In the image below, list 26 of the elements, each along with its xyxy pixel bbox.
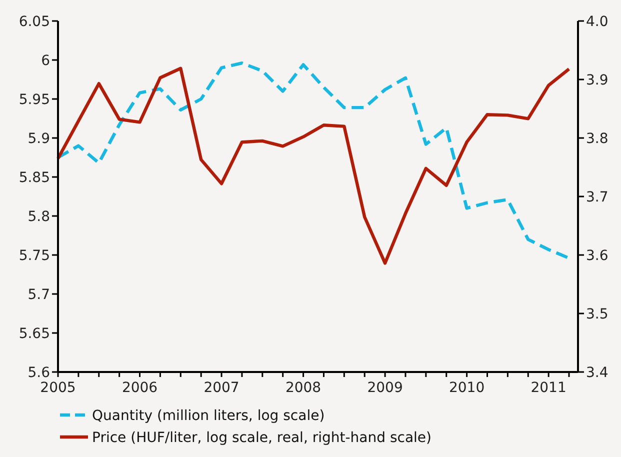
y2-tick-label: 3.9	[586, 72, 608, 88]
y-tick-label: 5.7	[28, 286, 50, 303]
y-tick-label: 5.8	[28, 208, 50, 225]
y-tick-label: 5.85	[18, 170, 50, 186]
y-tick-label: 5.95	[18, 92, 50, 108]
y-tick-label: 5.9	[28, 130, 50, 147]
y2-tick-label: 3.6	[586, 248, 608, 264]
y2-tick-label: 3.5	[586, 306, 608, 322]
y2-tick-label: 4.0	[586, 14, 608, 30]
y-tick-label: 6.05	[18, 14, 50, 30]
legend-label: Quantity (million liters, log scale)	[92, 408, 325, 424]
y-tick-label: 5.65	[18, 326, 50, 342]
y2-tick-label: 3.7	[586, 189, 608, 206]
legend-label: Price (HUF/liter, log scale, real, right-hand scale)	[92, 430, 432, 446]
x-tick-label: 2011	[530, 380, 566, 396]
y2-tick-label: 3.4	[586, 364, 608, 381]
x-tick-label: 2010	[448, 380, 485, 396]
y-tick-label: 5.75	[18, 248, 50, 264]
y2-tick-label: 3.8	[586, 130, 608, 147]
x-tick-label: 2007	[204, 380, 240, 396]
y-tick-label: 6	[41, 52, 50, 69]
x-tick-label: 2006	[122, 380, 158, 396]
y-tick-label: 5.6	[28, 364, 50, 381]
x-tick-label: 2005	[40, 380, 76, 396]
x-tick-label: 2009	[367, 380, 403, 396]
x-tick-label: 2008	[285, 380, 322, 396]
